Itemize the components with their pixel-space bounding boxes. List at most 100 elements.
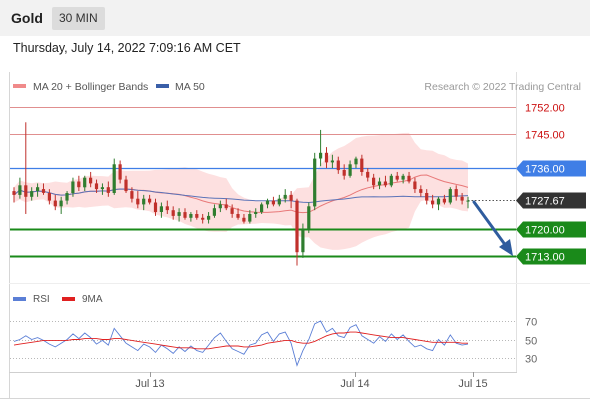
candle: [59, 196, 63, 214]
bollinger-band: [14, 132, 468, 250]
candle: [460, 192, 464, 205]
candle: [18, 177, 22, 199]
level-tag-4: 1720.00: [525, 225, 565, 237]
candle: [207, 212, 211, 224]
legend-label-ma20: MA 20 + Bollinger Bands: [33, 81, 148, 93]
instrument-title: Gold: [11, 10, 43, 26]
candle: [118, 160, 122, 184]
level-tag-bg-5: [516, 248, 586, 265]
time-axis: Jul 13 Jul 14 Jul 15: [135, 372, 488, 390]
rsi-ma-legend-swatch: [62, 297, 75, 301]
candle: [136, 191, 140, 209]
candle: [431, 194, 435, 209]
rsi-grid: 70 50 30: [10, 317, 537, 366]
candle: [53, 194, 57, 211]
candle: [466, 196, 470, 209]
candle: [94, 179, 99, 193]
candle: [212, 204, 216, 218]
candle: [153, 198, 158, 216]
candle: [277, 194, 281, 207]
timeframe-badge[interactable]: 30 MIN: [52, 7, 105, 30]
level-tags: 1752.00 1745.00 1736.00 1727.67 1720.00 1713.…: [516, 103, 586, 265]
level-tag-1: 1745.00: [525, 130, 565, 142]
candle: [419, 185, 423, 197]
level-tag-5: 1713.00: [525, 252, 565, 264]
forecast-arrow-shaft: [472, 200, 508, 248]
legend-swatch-ma20: [13, 84, 26, 88]
candle: [324, 147, 329, 169]
rsi-lines: [13, 320, 469, 367]
candle: [330, 154, 334, 169]
time-tick-label-0: Jul 13: [135, 378, 164, 390]
candle: [254, 208, 258, 218]
candle: [112, 158, 116, 195]
legend-label-ma50: MA 50: [175, 81, 205, 93]
candle: [165, 200, 169, 214]
candle: [159, 202, 163, 218]
forecast-arrow: [472, 200, 513, 256]
candle: [271, 196, 275, 207]
candle: [248, 210, 252, 224]
candle: [383, 175, 387, 188]
candle: [348, 160, 352, 178]
candle: [100, 183, 104, 195]
candle: [377, 177, 382, 190]
rsi-line: [13, 320, 469, 367]
candle: [366, 168, 370, 182]
candle: [295, 198, 299, 266]
candle: [83, 175, 87, 192]
candle: [442, 194, 446, 205]
candle: [230, 204, 234, 218]
candle: [242, 213, 246, 224]
rsi-ma-line: [13, 331, 468, 350]
candle: [24, 122, 28, 214]
candle: [189, 212, 193, 222]
bollinger-band-area: [14, 132, 468, 250]
candle: [236, 208, 240, 220]
candle: [372, 173, 376, 190]
candle: [183, 208, 187, 220]
candle: [130, 187, 134, 203]
candle: [218, 200, 222, 213]
candle: [36, 183, 40, 197]
level-tag-bg-4: [516, 221, 586, 238]
legend-credit: Research © 2022 Trading Central: [424, 81, 581, 93]
candle: [448, 187, 452, 205]
candle: [71, 177, 75, 197]
level-tag-bg-2: [516, 160, 586, 177]
chart-datetime: Thursday, July 14, 2022 7:09:16 AM CET: [13, 41, 241, 55]
candle: [283, 189, 287, 203]
candle: [224, 198, 228, 211]
level-lines: [10, 107, 516, 258]
candle: [89, 171, 93, 188]
candle: [389, 173, 393, 188]
forecast-arrow-head: [499, 239, 513, 256]
rsi-legend-label: RSI: [33, 294, 50, 305]
candle: [301, 223, 305, 258]
candle: [401, 173, 405, 184]
candle: [436, 196, 441, 211]
time-tick-label-2: Jul 15: [458, 378, 487, 390]
level-tag-2: 1736.00: [525, 164, 565, 176]
candle: [454, 185, 458, 201]
candle: [265, 198, 270, 209]
candle: [177, 208, 181, 222]
candle: [30, 187, 34, 201]
candle: [77, 175, 81, 192]
candle: [336, 156, 340, 174]
time-tick-label-1: Jul 14: [340, 378, 369, 390]
level-tag-3: 1727.67: [525, 196, 565, 208]
candle: [195, 210, 199, 220]
rsi-level-label-0: 70: [525, 317, 537, 329]
rsi-level-label-2: 30: [525, 354, 537, 366]
candle: [41, 183, 46, 195]
level-tag-0: 1752.00: [525, 103, 565, 115]
ma50-line: [13, 188, 469, 204]
candle: [106, 181, 110, 197]
rsi-level-label-1: 50: [525, 336, 537, 348]
candle: [413, 177, 417, 193]
legend-swatch-ma50: [156, 84, 169, 88]
candle: [313, 152, 317, 211]
candle: [124, 175, 128, 193]
